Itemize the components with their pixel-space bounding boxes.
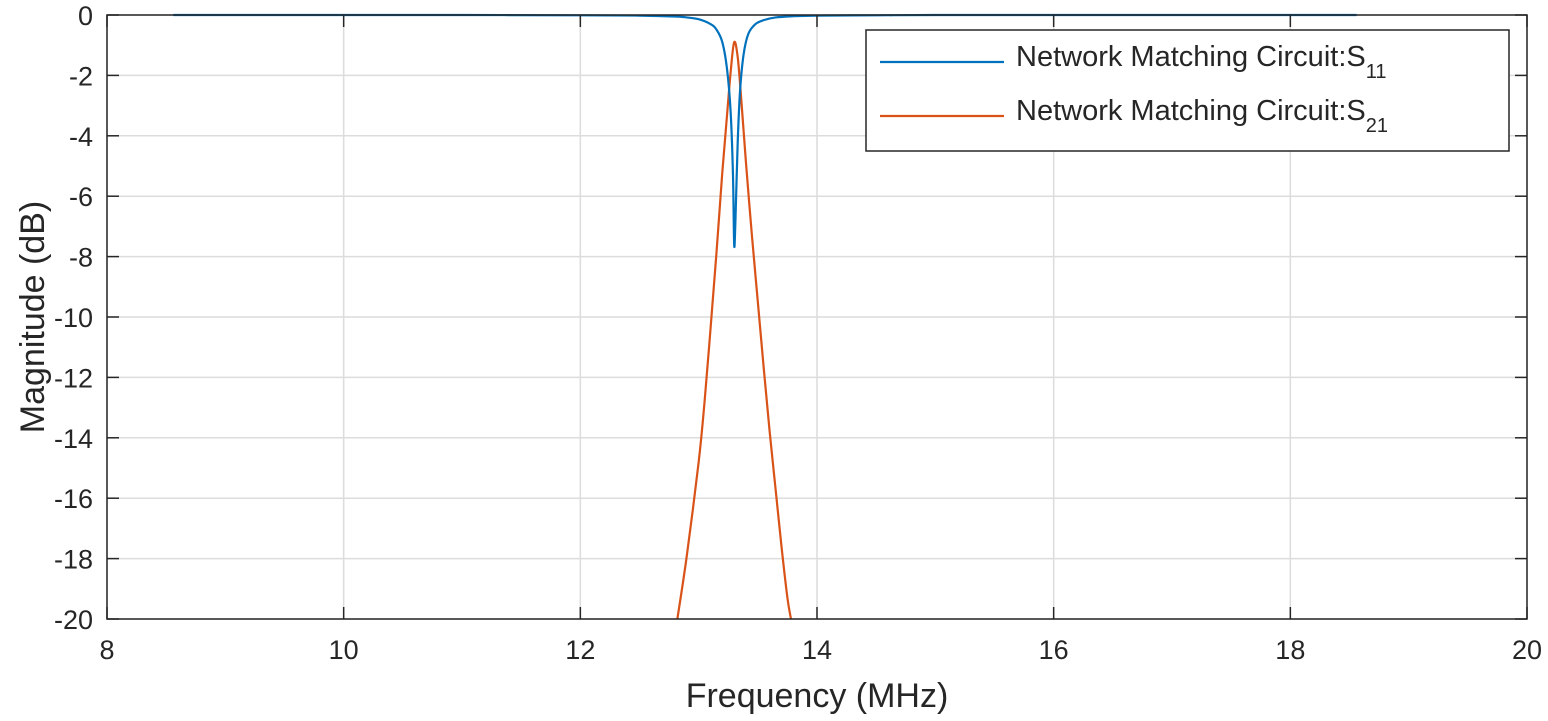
legend-box <box>865 29 1510 152</box>
x-tick-label: 12 <box>565 635 595 665</box>
y-tick-label: -18 <box>54 545 93 575</box>
y-tick-label: -20 <box>54 605 93 635</box>
legend-subscript: 21 <box>1366 115 1388 137</box>
x-tick-label: 14 <box>802 635 832 665</box>
y-tick-label: -6 <box>69 182 93 212</box>
x-axis-label: Frequency (MHz) <box>686 677 949 715</box>
y-tick-label: -16 <box>54 484 93 514</box>
x-tick-label: 16 <box>1039 635 1069 665</box>
series-line-s21 <box>676 40 793 619</box>
x-tick-label: 18 <box>1275 635 1305 665</box>
y-tick-label: -12 <box>54 363 93 393</box>
x-tick-label: 8 <box>99 635 114 665</box>
x-tick-label: 10 <box>329 635 359 665</box>
x-tick-label: 20 <box>1512 635 1542 665</box>
legend-subscript: 11 <box>1366 61 1387 83</box>
y-tick-label: -14 <box>54 424 93 454</box>
axis-ticks: 8 10 12 14 16 18 20 0 -2 -4 -6 -8 -10 -12 -14 -16 -18 -20 <box>54 1 1542 665</box>
y-axis-label: Magnitude (dB) <box>14 201 52 433</box>
y-tick-label: -10 <box>54 303 93 333</box>
y-tick-label: 0 <box>78 1 93 31</box>
y-tick-label: -4 <box>69 122 93 152</box>
y-tick-label: -2 <box>69 61 93 91</box>
y-tick-label: -8 <box>69 243 93 273</box>
